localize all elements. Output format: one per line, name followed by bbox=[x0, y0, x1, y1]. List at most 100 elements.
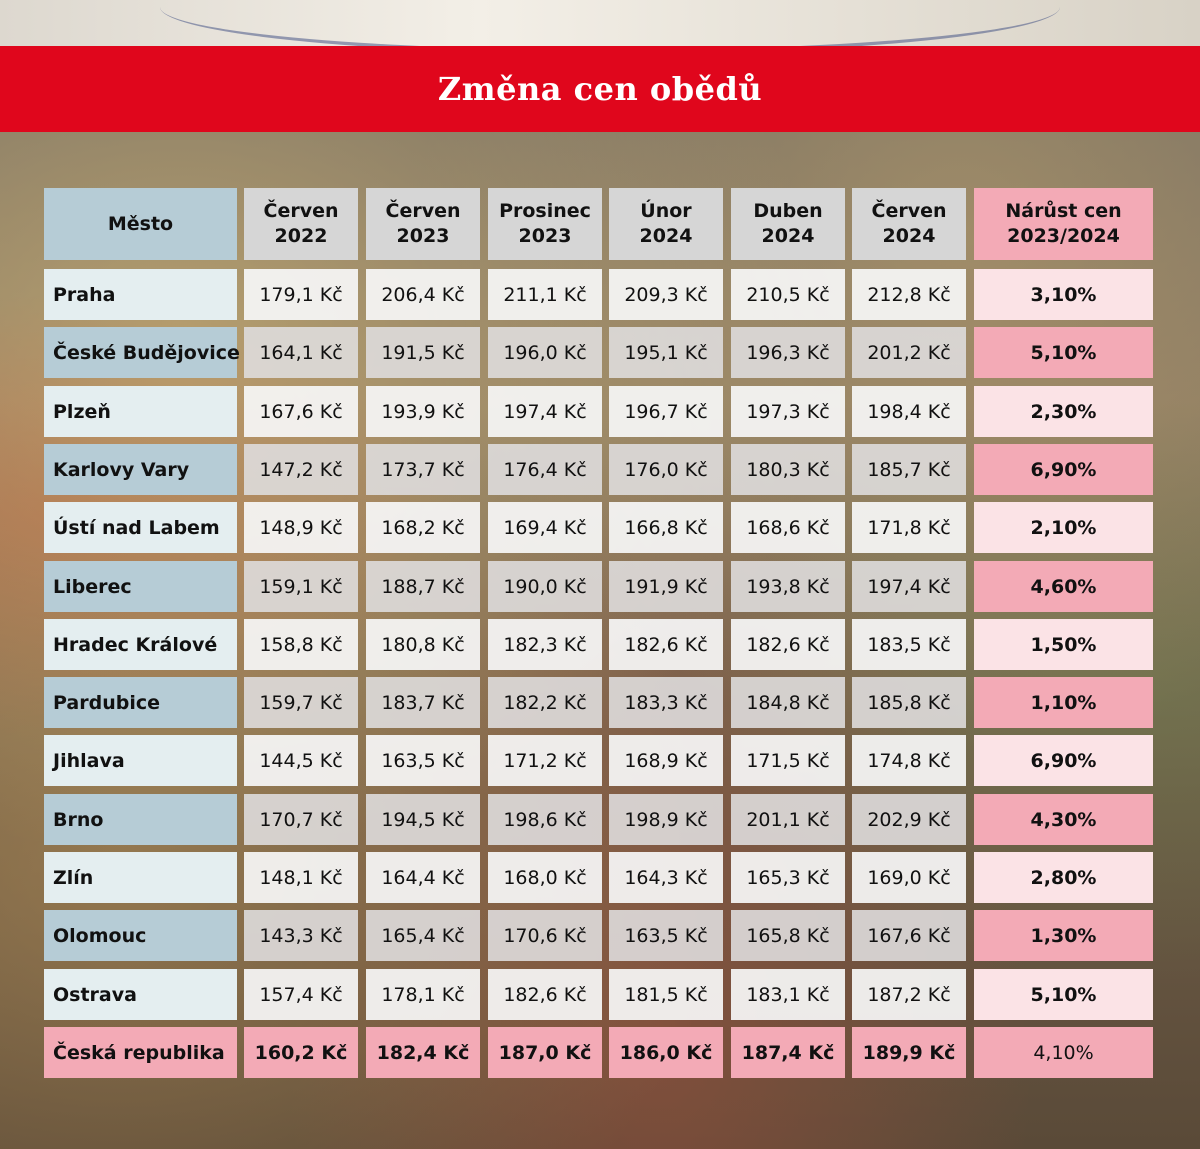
price-cell: 168,2 Kč bbox=[366, 502, 480, 553]
price-cell: 159,1 Kč bbox=[244, 561, 358, 612]
price-cell: 202,9 Kč bbox=[852, 794, 966, 845]
price-cell: 182,4 Kč bbox=[366, 1027, 480, 1078]
price-cell: 181,5 Kč bbox=[609, 969, 723, 1020]
city-name: Ústí nad Labem bbox=[44, 502, 237, 553]
city-name: České Budějovice bbox=[44, 327, 240, 378]
price-cell: 191,5 Kč bbox=[366, 327, 480, 378]
price-cell: 169,4 Kč bbox=[488, 502, 602, 553]
price-cell: 165,4 Kč bbox=[366, 910, 480, 961]
city-name: Zlín bbox=[44, 852, 237, 903]
price-cell: 190,0 Kč bbox=[488, 561, 602, 612]
price-cell: 186,0 Kč bbox=[609, 1027, 723, 1078]
price-cell: 180,3 Kč bbox=[731, 444, 845, 495]
price-cell: 171,5 Kč bbox=[731, 735, 845, 786]
price-cell: 201,1 Kč bbox=[731, 794, 845, 845]
city-name: Plzeň bbox=[44, 386, 237, 437]
column-header-line1: Červen bbox=[871, 200, 947, 222]
price-cell: 197,4 Kč bbox=[488, 386, 602, 437]
price-cell: 196,7 Kč bbox=[609, 386, 723, 437]
price-cell: 174,8 Kč bbox=[852, 735, 966, 786]
column-header-line1: Nárůst cen bbox=[1005, 200, 1122, 222]
price-cell: 187,2 Kč bbox=[852, 969, 966, 1020]
price-cell: 173,7 Kč bbox=[366, 444, 480, 495]
column-header: Nárůst cen 2023/2024 bbox=[974, 188, 1153, 260]
city-name: Praha bbox=[44, 269, 237, 320]
price-cell: 165,8 Kč bbox=[731, 910, 845, 961]
city-name: Česká republika bbox=[44, 1027, 237, 1078]
price-cell: 188,7 Kč bbox=[366, 561, 480, 612]
price-cell: 184,8 Kč bbox=[731, 677, 845, 728]
city-name: Hradec Králové bbox=[44, 619, 237, 670]
price-cell: 147,2 Kč bbox=[244, 444, 358, 495]
price-cell: 197,4 Kč bbox=[852, 561, 966, 612]
city-name: Karlovy Vary bbox=[44, 444, 237, 495]
increase-cell: 2,30% bbox=[974, 386, 1153, 437]
increase-cell: 1,50% bbox=[974, 619, 1153, 670]
price-cell: 183,1 Kč bbox=[731, 969, 845, 1020]
price-cell: 170,6 Kč bbox=[488, 910, 602, 961]
city-name: Olomouc bbox=[44, 910, 237, 961]
increase-cell: 3,10% bbox=[974, 269, 1153, 320]
price-cell: 164,3 Kč bbox=[609, 852, 723, 903]
column-header-line2: 2022 bbox=[274, 225, 328, 247]
price-cell: 171,2 Kč bbox=[488, 735, 602, 786]
increase-cell: 6,90% bbox=[974, 735, 1153, 786]
price-cell: 183,3 Kč bbox=[609, 677, 723, 728]
price-cell: 148,1 Kč bbox=[244, 852, 358, 903]
price-cell: 159,7 Kč bbox=[244, 677, 358, 728]
column-header-line1: Únor bbox=[640, 200, 692, 222]
increase-cell: 2,10% bbox=[974, 502, 1153, 553]
column-header: Červen 2022 bbox=[244, 188, 358, 260]
price-cell: 197,3 Kč bbox=[731, 386, 845, 437]
city-name: Brno bbox=[44, 794, 237, 845]
increase-cell: 4,60% bbox=[974, 561, 1153, 612]
price-cell: 209,3 Kč bbox=[609, 269, 723, 320]
price-cell: 168,9 Kč bbox=[609, 735, 723, 786]
price-cell: 165,3 Kč bbox=[731, 852, 845, 903]
column-header: Červen 2024 bbox=[852, 188, 966, 260]
increase-cell: 5,10% bbox=[974, 327, 1153, 378]
city-name: Liberec bbox=[44, 561, 237, 612]
title-banner: Změna cen obědů bbox=[0, 46, 1200, 132]
increase-cell: 4,10% bbox=[974, 1027, 1153, 1078]
price-cell: 169,0 Kč bbox=[852, 852, 966, 903]
price-cell: 198,9 Kč bbox=[609, 794, 723, 845]
price-cell: 148,9 Kč bbox=[244, 502, 358, 553]
column-header-line2: 2023 bbox=[518, 225, 572, 247]
price-cell: 168,0 Kč bbox=[488, 852, 602, 903]
increase-cell: 1,10% bbox=[974, 677, 1153, 728]
price-cell: 183,5 Kč bbox=[852, 619, 966, 670]
column-header: Červen 2023 bbox=[366, 188, 480, 260]
price-cell: 163,5 Kč bbox=[366, 735, 480, 786]
increase-cell: 2,80% bbox=[974, 852, 1153, 903]
price-cell: 211,1 Kč bbox=[488, 269, 602, 320]
price-cell: 182,6 Kč bbox=[609, 619, 723, 670]
price-cell: 167,6 Kč bbox=[244, 386, 358, 437]
increase-cell: 1,30% bbox=[974, 910, 1153, 961]
price-cell: 144,5 Kč bbox=[244, 735, 358, 786]
price-cell: 212,8 Kč bbox=[852, 269, 966, 320]
price-cell: 167,6 Kč bbox=[852, 910, 966, 961]
price-cell: 157,4 Kč bbox=[244, 969, 358, 1020]
price-cell: 187,0 Kč bbox=[488, 1027, 602, 1078]
price-cell: 182,3 Kč bbox=[488, 619, 602, 670]
column-header: Město bbox=[44, 188, 237, 260]
price-cell: 198,6 Kč bbox=[488, 794, 602, 845]
price-cell: 163,5 Kč bbox=[609, 910, 723, 961]
price-cell: 187,4 Kč bbox=[731, 1027, 845, 1078]
price-cell: 194,5 Kč bbox=[366, 794, 480, 845]
price-cell: 191,9 Kč bbox=[609, 561, 723, 612]
price-cell: 182,6 Kč bbox=[731, 619, 845, 670]
price-cell: 166,8 Kč bbox=[609, 502, 723, 553]
price-cell: 176,4 Kč bbox=[488, 444, 602, 495]
column-header: Prosinec 2023 bbox=[488, 188, 602, 260]
column-header-line1: Město bbox=[107, 212, 174, 235]
column-header: Únor 2024 bbox=[609, 188, 723, 260]
price-cell: 182,2 Kč bbox=[488, 677, 602, 728]
price-cell: 176,0 Kč bbox=[609, 444, 723, 495]
column-header-line1: Červen bbox=[263, 200, 339, 222]
price-cell: 206,4 Kč bbox=[366, 269, 480, 320]
price-cell: 201,2 Kč bbox=[852, 327, 966, 378]
column-header-line2: 2024 bbox=[639, 225, 693, 247]
price-cell: 185,7 Kč bbox=[852, 444, 966, 495]
